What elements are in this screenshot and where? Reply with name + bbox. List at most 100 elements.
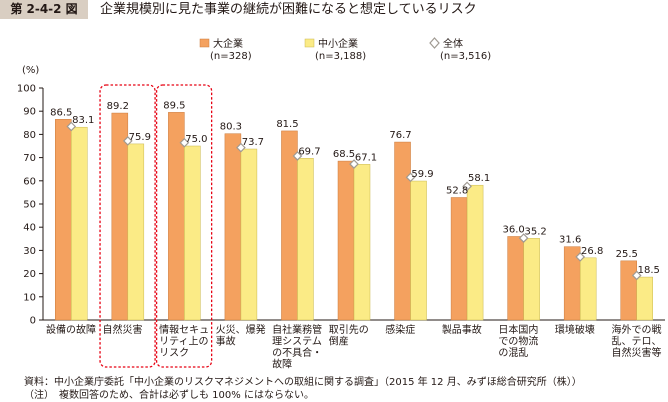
marker-overall [122,136,133,146]
legend-label: 大企業 [213,37,243,50]
category-label: 海外での戦 [611,323,661,336]
bar-sme [579,257,597,321]
y-tick-label: 100 [17,84,36,95]
value-label-sme: 58.1 [468,173,490,184]
category-label: 製品事故 [442,323,482,336]
category-label: 倒産 [329,335,349,348]
legend-n: (n=3,188) [315,51,366,62]
value-label-sme: 26.8 [581,246,603,257]
legend-n: (n=3,516) [440,51,491,62]
marker-overall [179,137,190,148]
marker-overall [518,233,529,243]
bar-sme [297,158,314,321]
category-label: 事故 [216,335,236,348]
bar-sme [71,126,88,321]
legend-n: (n=328) [210,51,252,62]
value-label-large: 31.6 [559,235,581,246]
bar-large-enterprise [450,197,468,321]
bar-sme [636,276,653,321]
bar-sme [523,238,540,321]
bar-sme [184,145,201,321]
category-label: での物流 [498,335,538,348]
y-tick-label: 40 [23,223,36,234]
category-label: 火災、爆発 [216,323,266,336]
category-label: 故障 [272,358,292,371]
legend-swatch [304,38,315,48]
value-label-sme: 59.9 [411,169,433,180]
marker-overall [575,252,586,262]
category-label: 理システム [272,336,322,348]
category-label: 感染症 [385,323,415,336]
value-label-sme: 18.5 [638,265,660,276]
bar-large-enterprise [337,160,355,321]
y-tick-label: 70 [23,153,36,164]
category-label: 乱、テロ、 [611,336,661,348]
y-tick-label: 50 [23,200,36,211]
marker-overall [236,142,246,153]
value-label-sme: 67.1 [355,152,377,163]
value-label-large: 68.5 [333,149,355,160]
y-axis-unit: (%) [22,65,39,76]
bar-large-enterprise [507,236,524,321]
category-label: 自然災害 [103,323,143,336]
highlight-box [155,84,213,368]
bar-sme [466,184,484,321]
category-label: 環境破壊 [555,323,595,336]
y-tick-label: 0 [30,316,36,327]
value-label-sme: 75.9 [129,132,151,143]
value-label-sme: 35.2 [525,226,547,237]
category-label: 設備の故障 [46,323,96,336]
y-tick-label: 20 [23,269,36,280]
bar-sme [127,143,145,321]
value-label-large: 36.0 [503,224,525,235]
marker-overall [66,121,77,132]
bar-sme [240,148,258,321]
value-label-large: 89.2 [107,101,129,112]
legend-swatch [199,38,210,48]
bar-large-enterprise [394,141,411,321]
category-label: 自然災害等 [611,346,661,359]
value-label-sme: 83.1 [72,115,94,126]
y-tick-label: 30 [23,246,36,257]
y-tick-label: 80 [23,130,36,141]
value-label-large: 89.5 [163,100,185,111]
legend-label: 中小企業 [318,37,358,50]
marker-overall [349,159,359,169]
category-label: 取引先の [329,324,369,336]
category-label: 日本国内 [498,323,538,336]
category-label: リティ上の [159,336,208,348]
category-label: リスク [159,347,189,359]
value-label-large: 52.8 [446,186,468,197]
value-label-sme: 75.0 [185,134,207,145]
bar-sme [353,164,371,321]
value-label-large: 86.5 [50,107,72,118]
value-label-sme: 69.7 [298,146,320,157]
marker-overall [405,172,416,183]
source-note: 資料：中小企業庁委託「中小企業のリスクマネジメントへの取組に関する調査」（201… [24,377,582,388]
y-tick-label: 60 [23,176,36,187]
bar-large-enterprise [620,260,637,321]
value-label-large: 25.5 [616,249,638,260]
legend-label: 全体 [443,37,463,50]
y-tick-label: 90 [23,107,36,118]
marker-overall [292,151,303,161]
bar-sme [410,180,427,321]
marker-overall [462,181,472,192]
figure-number: 第 2-4-2 図 [0,0,88,19]
category-label: 自社業務管 [272,323,322,336]
y-tick-label: 10 [23,292,36,303]
bar-large-enterprise [55,119,72,321]
category-label: の混乱 [498,347,528,359]
value-label-sme: 73.7 [242,137,264,148]
figure-title: 企業規模別に見た事業の継続が困難になると想定しているリスク [100,2,477,17]
category-label: 情報セキュ [159,323,209,336]
value-label-large: 76.7 [389,130,411,141]
highlight-box [99,84,156,368]
value-label-large: 81.5 [276,119,298,130]
bar-large-enterprise [224,133,242,321]
bar-large-enterprise [281,130,298,321]
legend-swatch [429,37,440,49]
footnote: （注） 複数回答のため、合計は必ずしも 100% にはならない。 [24,390,314,401]
marker-overall [631,270,642,281]
